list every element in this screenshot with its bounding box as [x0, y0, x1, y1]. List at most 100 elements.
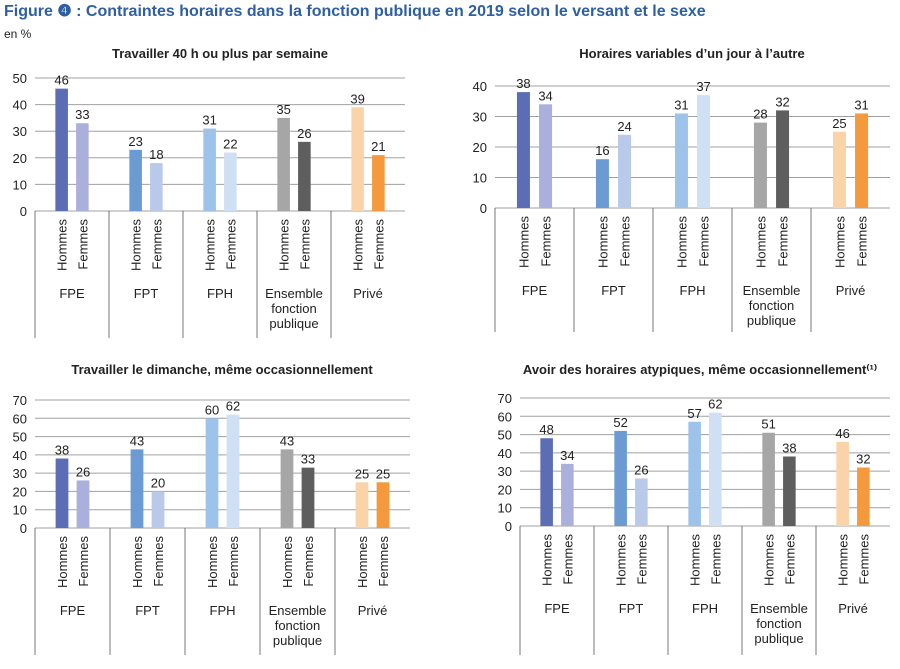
group-label: FPE: [544, 601, 570, 616]
y-tick-label: 0: [20, 521, 27, 536]
bar: [55, 88, 68, 211]
data-label: 39: [350, 91, 364, 106]
y-tick-label: 40: [13, 98, 27, 113]
x-tick-label: Hommes: [203, 219, 218, 272]
data-label: 38: [782, 441, 796, 456]
data-label: 31: [674, 97, 688, 112]
data-label: 22: [223, 136, 237, 151]
bar: [753, 122, 767, 208]
y-tick-label: 70: [498, 391, 512, 406]
x-tick-label: Femmes: [75, 219, 90, 270]
data-label: 26: [76, 464, 90, 479]
bar: [836, 441, 849, 526]
x-tick-label: Hommes: [674, 216, 689, 269]
data-label: 57: [687, 406, 701, 421]
bar: [540, 438, 553, 526]
x-tick-label: Femmes: [855, 216, 870, 267]
chart-title: Travailler 40 h ou plus par semaine: [112, 46, 328, 61]
group-label: Ensemble fonction publique: [750, 601, 808, 646]
bar: [618, 134, 632, 208]
bar: [298, 141, 311, 211]
group-label: FPT: [601, 283, 626, 298]
x-tick-label: Hommes: [762, 534, 777, 587]
bar: [150, 163, 163, 211]
bar: [776, 110, 790, 208]
group-label-box: FPE: [544, 601, 570, 616]
group-label-box: FPT: [135, 603, 160, 618]
y-tick-label: 10: [473, 171, 487, 186]
data-label: 28: [753, 107, 767, 122]
x-tick-label: Femmes: [618, 216, 633, 267]
group-label: FPT: [133, 286, 159, 301]
x-tick-label: Femmes: [697, 216, 712, 267]
data-label: 48: [539, 422, 553, 437]
group-label: Privé: [835, 283, 866, 298]
bar: [539, 104, 553, 208]
y-tick-label: 0: [505, 519, 512, 534]
group-label: FPH: [207, 286, 233, 301]
bar: [688, 421, 701, 526]
bar: [76, 123, 89, 211]
x-tick-label: Hommes: [130, 536, 145, 589]
bar: [151, 491, 165, 528]
x-tick-label: Hommes: [688, 534, 703, 587]
y-tick-label: 30: [13, 124, 27, 139]
data-label: 34: [538, 88, 552, 103]
data-label: 25: [376, 466, 390, 481]
bar: [355, 482, 369, 528]
data-label: 43: [130, 433, 144, 448]
group-label: Privé: [357, 603, 388, 618]
data-label: 20: [151, 475, 165, 490]
data-label: 26: [634, 462, 648, 477]
y-tick-label: 30: [13, 466, 27, 481]
data-label: 62: [226, 399, 240, 414]
data-label: 34: [560, 448, 574, 463]
y-tick-label: 50: [13, 71, 27, 86]
group-label: FPT: [618, 601, 644, 616]
x-tick-label: Hommes: [205, 536, 220, 589]
y-tick-label: 70: [13, 393, 27, 408]
group-label-box: FPE: [60, 603, 85, 618]
data-label: 25: [355, 466, 369, 481]
x-tick-label: Femmes: [539, 216, 554, 267]
data-label: 38: [55, 443, 69, 458]
y-tick-label: 20: [473, 140, 487, 155]
x-tick-label: Hommes: [55, 219, 70, 272]
data-label: 31: [854, 97, 868, 112]
bar: [697, 95, 711, 208]
x-tick-label: Hommes: [516, 216, 531, 269]
group-label-box: FPH: [207, 286, 233, 301]
x-tick-label: Hommes: [280, 536, 295, 589]
data-label: 43: [280, 433, 294, 448]
bar: [277, 117, 290, 211]
y-tick-label: 60: [498, 409, 512, 424]
bar: [129, 149, 142, 211]
x-tick-label: Femmes: [376, 536, 391, 587]
y-tick-label: 0: [20, 204, 27, 219]
data-label: 38: [516, 76, 530, 91]
y-tick-label: 40: [473, 79, 487, 94]
bar: [635, 478, 648, 526]
data-label: 33: [75, 107, 89, 122]
data-label: 24: [617, 119, 631, 134]
bar: [301, 467, 315, 528]
y-tick-label: 20: [13, 484, 27, 499]
data-label: 62: [708, 397, 722, 412]
group-label: FPH: [692, 601, 718, 616]
y-tick-label: 10: [13, 503, 27, 518]
x-tick-label: Femmes: [776, 216, 791, 267]
y-tick-label: 20: [13, 151, 27, 166]
bar: [595, 159, 609, 208]
unit: en %: [4, 27, 32, 41]
bar: [280, 449, 294, 528]
y-tick-label: 30: [498, 464, 512, 479]
x-tick-label: Femmes: [76, 536, 91, 587]
bar: [376, 482, 390, 528]
x-tick-label: Hommes: [355, 536, 370, 589]
bar: [205, 418, 219, 528]
group-label-box: FPT: [601, 283, 626, 298]
group-label-box: FPH: [692, 601, 718, 616]
x-tick-label: Femmes: [782, 534, 797, 585]
bar: [614, 430, 627, 526]
x-tick-label: Hommes: [129, 219, 144, 272]
